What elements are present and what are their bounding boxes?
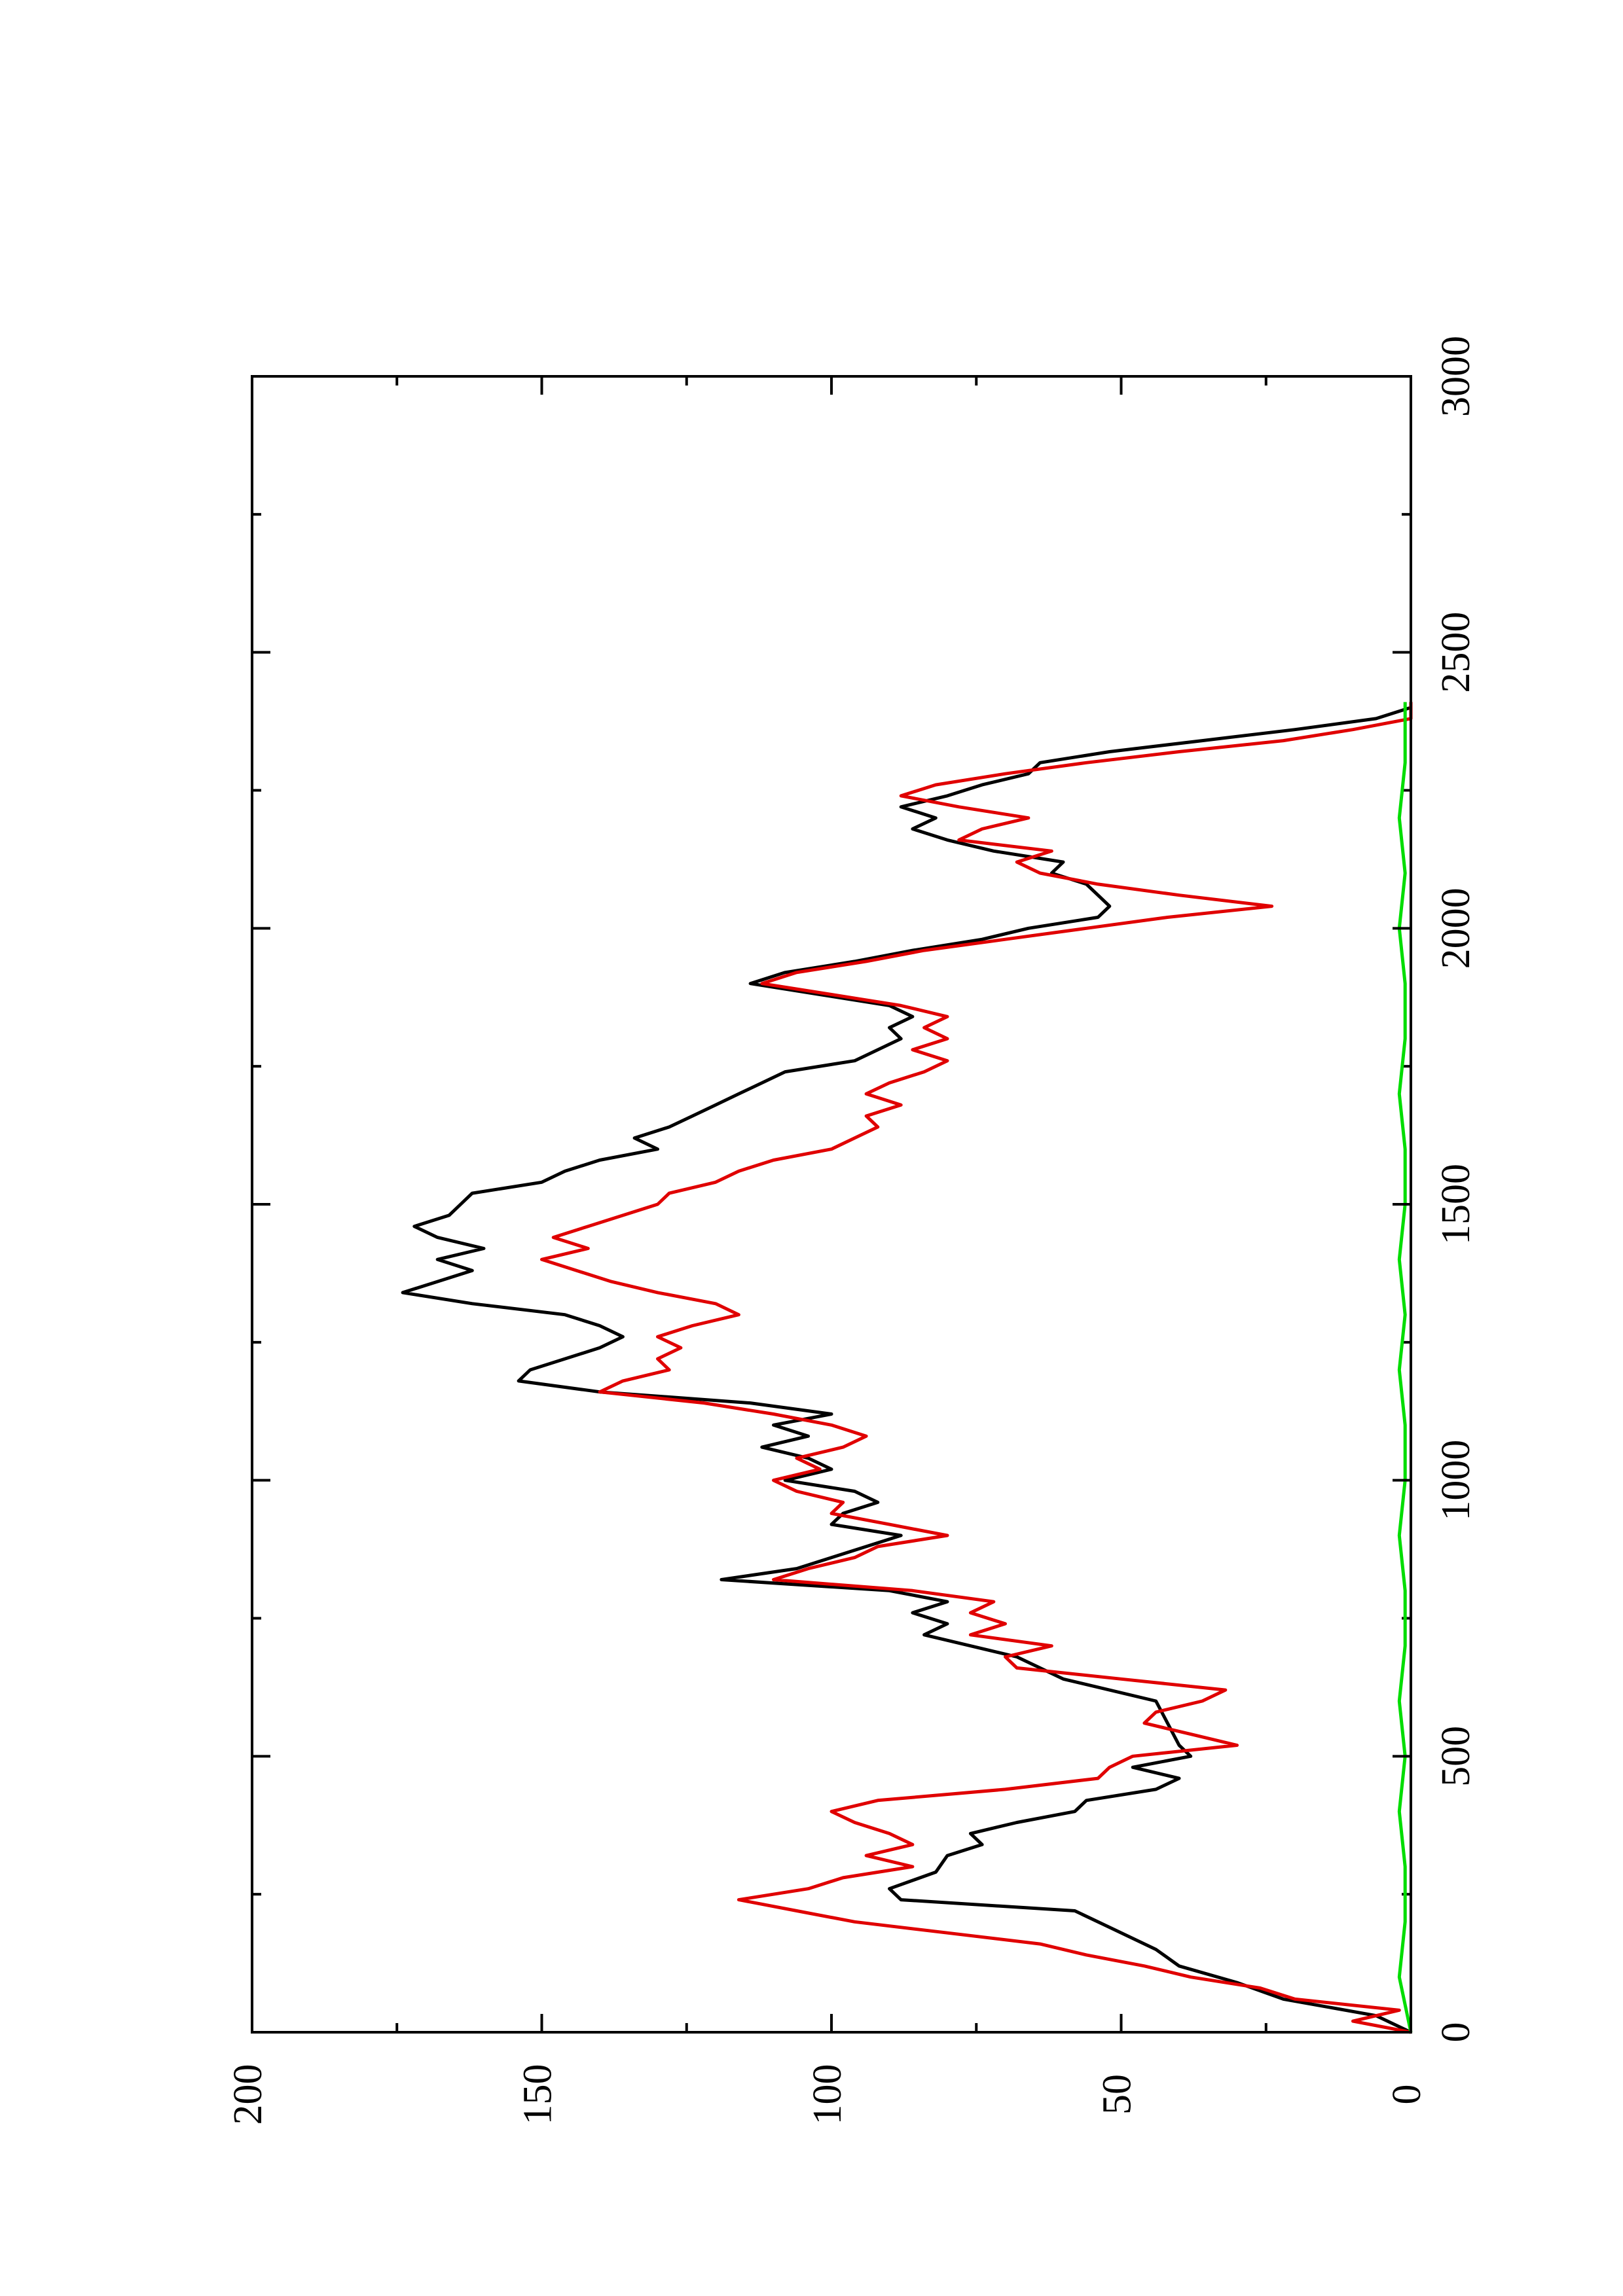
y-tick-label: 200	[226, 2064, 270, 2125]
y-tick-label: 150	[516, 2064, 560, 2125]
x-tick-labels: 0 500 1000 1500 2000 2500 3000	[1434, 336, 1478, 2043]
x-tick-label: 2500	[1434, 612, 1478, 693]
y-tick-label: 0	[1385, 2085, 1429, 2105]
minor-ticks	[252, 376, 1411, 2032]
x-tick-label: 2000	[1434, 888, 1478, 969]
x-tick-label: 1000	[1434, 1440, 1478, 1521]
x-tick-label: 1500	[1434, 1164, 1478, 1245]
major-ticks	[251, 375, 1412, 2034]
x-tick-label: 0	[1434, 2022, 1478, 2043]
y-tick-label: 50	[1095, 2074, 1140, 2115]
series-layer	[401, 702, 1413, 2034]
x-tick-label: 500	[1434, 1726, 1478, 1787]
series-black-line	[401, 702, 1413, 2034]
plot-frame	[251, 375, 1412, 2034]
y-tick-label: 100	[805, 2064, 850, 2125]
series-red-line	[540, 702, 1413, 2034]
x-tick-label: 3000	[1434, 336, 1478, 417]
y-tick-labels: 0 50 100 150 200	[226, 2064, 1429, 2125]
series-green-line	[1397, 702, 1413, 2033]
